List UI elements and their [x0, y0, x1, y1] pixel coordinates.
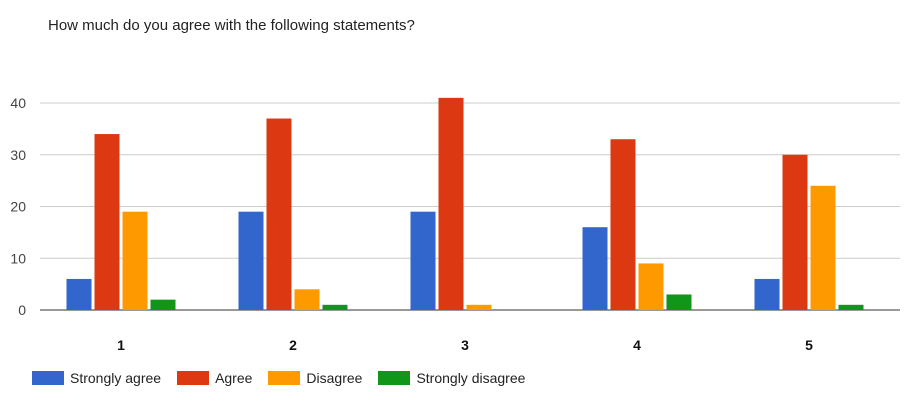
- x-tick-label: 1: [117, 337, 125, 353]
- bar-disagree: [466, 304, 492, 310]
- bar-disagree: [122, 211, 148, 310]
- bar-strongly-agree: [582, 227, 608, 310]
- bar-disagree: [810, 185, 836, 310]
- bar-strongly-agree: [238, 211, 264, 310]
- bar-disagree: [294, 289, 320, 310]
- legend-item-strongly-disagree[interactable]: Strongly disagree: [378, 370, 525, 386]
- bar-agree: [610, 139, 636, 310]
- legend-item-agree[interactable]: Agree: [177, 370, 252, 386]
- bar-agree: [94, 134, 120, 310]
- legend-swatch-disagree: [268, 371, 301, 385]
- legend-item-strongly-agree[interactable]: Strongly agree: [32, 370, 161, 386]
- y-tick-label: 30: [10, 147, 26, 163]
- bar-strongly-disagree: [838, 304, 864, 310]
- legend-swatch-strongly-disagree: [378, 371, 411, 385]
- y-tick-label: 20: [10, 199, 26, 215]
- bar-strongly-disagree: [150, 299, 176, 310]
- legend: Strongly agree Agree Disagree Strongly d…: [32, 370, 541, 386]
- x-tick-label: 3: [461, 337, 469, 353]
- legend-item-disagree[interactable]: Disagree: [268, 370, 362, 386]
- x-tick-label: 5: [805, 337, 813, 353]
- bar-strongly-agree: [754, 278, 780, 310]
- legend-swatch-agree: [177, 371, 210, 385]
- legend-label-agree: Agree: [215, 370, 253, 386]
- y-tick-label: 40: [10, 95, 26, 111]
- legend-swatch-strongly-agree: [32, 371, 64, 385]
- legend-label-strongly-agree: Strongly agree: [70, 370, 162, 386]
- x-tick-label: 2: [289, 337, 297, 353]
- bar-strongly-agree: [410, 211, 436, 310]
- y-tick-label: 0: [18, 302, 26, 318]
- x-tick-label: 4: [633, 337, 641, 353]
- bar-strongly-disagree: [666, 294, 692, 310]
- legend-label-strongly-disagree: Strongly disagree: [416, 370, 526, 386]
- bar-agree: [266, 118, 292, 311]
- y-tick-label: 10: [10, 250, 26, 266]
- bar-strongly-agree: [66, 278, 92, 310]
- chart-title: How much do you agree with the following…: [48, 17, 415, 34]
- bar-disagree: [638, 263, 664, 310]
- legend-label-disagree: Disagree: [306, 370, 363, 386]
- bar-agree: [438, 97, 464, 310]
- bar-agree: [782, 154, 808, 310]
- bar-strongly-disagree: [322, 304, 348, 310]
